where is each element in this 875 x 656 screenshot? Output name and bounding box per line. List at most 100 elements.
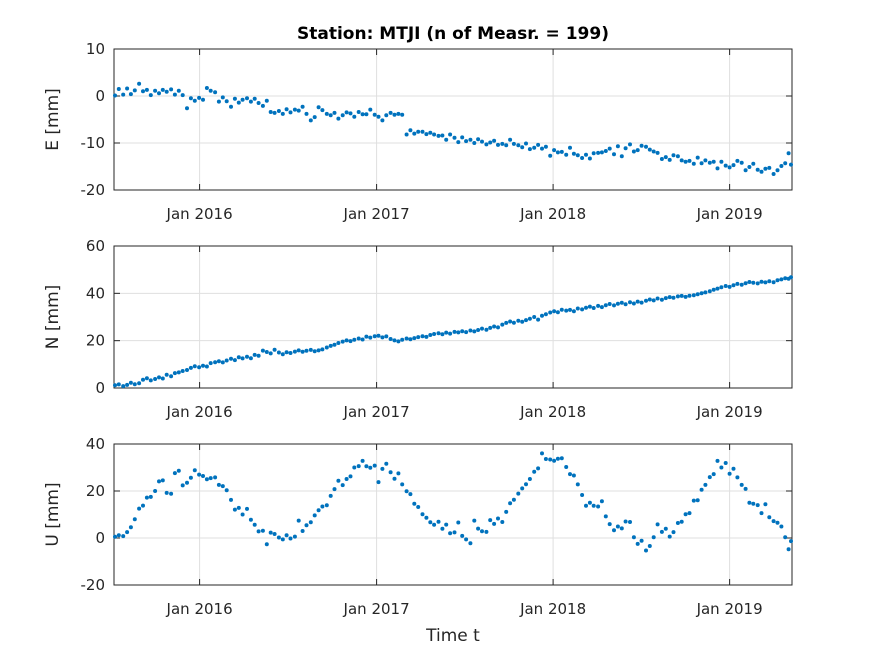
data-point	[615, 301, 620, 306]
data-point	[160, 376, 165, 381]
data-point	[332, 487, 337, 492]
data-point	[619, 526, 624, 531]
data-point	[448, 132, 453, 137]
data-point	[683, 159, 688, 164]
data-point	[679, 293, 684, 298]
y-axis-label: N [mm]	[43, 285, 63, 350]
data-point	[596, 150, 601, 155]
data-point	[392, 476, 397, 481]
data-point	[540, 451, 544, 456]
data-point	[172, 471, 177, 476]
data-point	[276, 535, 281, 540]
x-tick-label: Jan 2017	[343, 600, 410, 618]
data-point	[272, 110, 277, 115]
data-point	[731, 466, 736, 471]
data-point	[125, 86, 130, 91]
data-point	[464, 330, 469, 335]
data-point	[695, 155, 700, 160]
data-point	[144, 87, 149, 92]
data-point	[248, 356, 253, 361]
data-point	[172, 371, 177, 376]
data-point	[783, 535, 788, 540]
data-point	[260, 103, 265, 108]
data-point	[128, 380, 133, 385]
data-point	[113, 93, 117, 98]
x-tick-label: Jan 2018	[519, 205, 586, 223]
data-point	[160, 87, 165, 92]
data-point	[699, 291, 704, 296]
data-point	[735, 281, 740, 286]
data-point	[775, 278, 780, 283]
data-point	[603, 303, 608, 308]
data-point	[256, 353, 261, 358]
data-point	[352, 465, 357, 470]
data-point	[631, 301, 636, 306]
data-point	[185, 480, 189, 485]
data-point	[599, 499, 604, 504]
data-point	[229, 104, 233, 109]
data-point	[476, 328, 481, 332]
data-point	[204, 477, 209, 482]
data-point	[775, 168, 780, 173]
data-point	[663, 526, 668, 531]
data-point	[631, 149, 636, 154]
data-point	[404, 336, 409, 341]
data-point	[675, 294, 680, 299]
data-point	[508, 137, 513, 142]
data-point	[527, 147, 532, 152]
data-point	[176, 468, 181, 473]
data-point	[584, 503, 588, 508]
data-point	[580, 493, 585, 497]
data-point	[368, 465, 373, 470]
data-point	[296, 108, 301, 113]
data-point	[615, 524, 620, 529]
data-point	[496, 142, 500, 147]
data-point	[504, 320, 509, 325]
data-point	[755, 503, 760, 508]
data-point	[316, 508, 321, 513]
data-point	[667, 534, 672, 539]
data-point	[452, 329, 457, 334]
data-point	[492, 138, 497, 143]
data-point	[440, 133, 445, 138]
data-point	[213, 90, 218, 95]
data-point	[707, 289, 712, 294]
data-point	[220, 95, 225, 100]
data-point	[628, 300, 632, 305]
data-point	[655, 150, 660, 155]
data-point	[336, 478, 341, 483]
x-tick-label: Jan 2016	[166, 403, 233, 421]
data-point	[201, 97, 205, 102]
data-point	[727, 284, 732, 289]
data-point	[408, 128, 413, 133]
data-point	[671, 530, 676, 535]
data-point	[751, 161, 756, 166]
data-point	[292, 107, 297, 112]
data-point	[456, 140, 461, 145]
data-point	[292, 534, 297, 539]
data-point	[727, 471, 732, 476]
data-point	[599, 150, 604, 155]
data-point	[197, 472, 202, 477]
data-point	[132, 382, 137, 387]
data-point	[372, 334, 377, 339]
x-axis-label: Time t	[425, 626, 480, 646]
data-point	[236, 100, 241, 105]
data-point	[743, 281, 748, 286]
data-point	[412, 336, 417, 341]
data-point	[691, 161, 696, 166]
data-point	[511, 320, 516, 325]
data-point	[623, 302, 628, 307]
data-point	[659, 157, 664, 161]
data-point	[687, 511, 692, 516]
data-point	[500, 520, 505, 524]
data-point	[360, 112, 365, 117]
data-point	[213, 360, 218, 365]
data-point	[735, 158, 740, 163]
data-point	[786, 547, 791, 552]
data-point	[639, 300, 644, 305]
data-point	[141, 503, 145, 508]
data-point	[655, 296, 660, 301]
data-point	[775, 520, 780, 525]
data-point	[236, 355, 241, 360]
